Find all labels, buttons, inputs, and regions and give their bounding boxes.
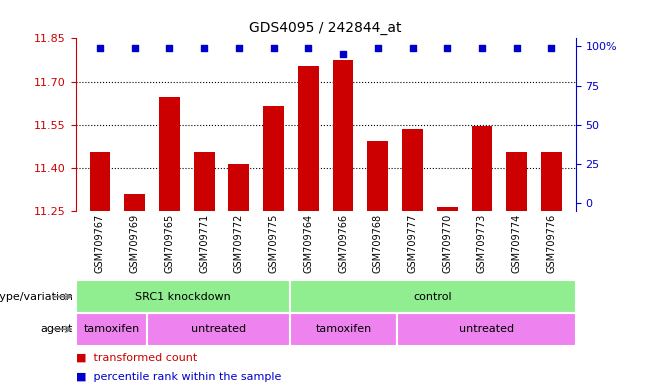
Bar	[263, 106, 284, 211]
Bar	[333, 60, 353, 211]
Point	[476, 45, 487, 51]
Text: ■  transformed count: ■ transformed count	[76, 353, 197, 363]
Bar	[367, 141, 388, 211]
Bar	[124, 194, 145, 211]
Point	[407, 45, 418, 51]
Bar	[147, 313, 290, 346]
Text: ■  percentile rank within the sample: ■ percentile rank within the sample	[76, 372, 281, 382]
Text: SRC1 knockdown: SRC1 knockdown	[135, 291, 231, 302]
Bar	[397, 313, 576, 346]
Point	[268, 45, 279, 51]
Bar	[541, 152, 562, 211]
Point	[303, 45, 314, 51]
Bar	[76, 313, 147, 346]
Point	[130, 45, 140, 51]
Point	[442, 45, 453, 51]
Point	[199, 45, 209, 51]
Bar	[89, 152, 111, 211]
Text: genotype/variation: genotype/variation	[0, 291, 73, 302]
Text: control: control	[414, 291, 452, 302]
Point	[372, 45, 383, 51]
Text: tamoxifen: tamoxifen	[315, 324, 372, 334]
Bar	[437, 207, 458, 211]
Bar	[193, 152, 215, 211]
Bar	[298, 66, 318, 211]
Bar	[290, 280, 576, 313]
Point	[234, 45, 244, 51]
Bar	[506, 152, 527, 211]
Title: GDS4095 / 242844_at: GDS4095 / 242844_at	[249, 21, 402, 35]
Bar	[472, 126, 492, 211]
Point	[338, 51, 348, 57]
Bar	[402, 129, 423, 211]
Bar	[290, 313, 397, 346]
Point	[95, 45, 105, 51]
Point	[511, 45, 522, 51]
Text: tamoxifen: tamoxifen	[84, 324, 139, 334]
Bar	[76, 280, 290, 313]
Text: agent: agent	[41, 324, 73, 334]
Point	[546, 45, 557, 51]
Text: untreated: untreated	[191, 324, 246, 334]
Bar	[159, 98, 180, 211]
Text: untreated: untreated	[459, 324, 514, 334]
Bar	[228, 164, 249, 211]
Point	[164, 45, 175, 51]
